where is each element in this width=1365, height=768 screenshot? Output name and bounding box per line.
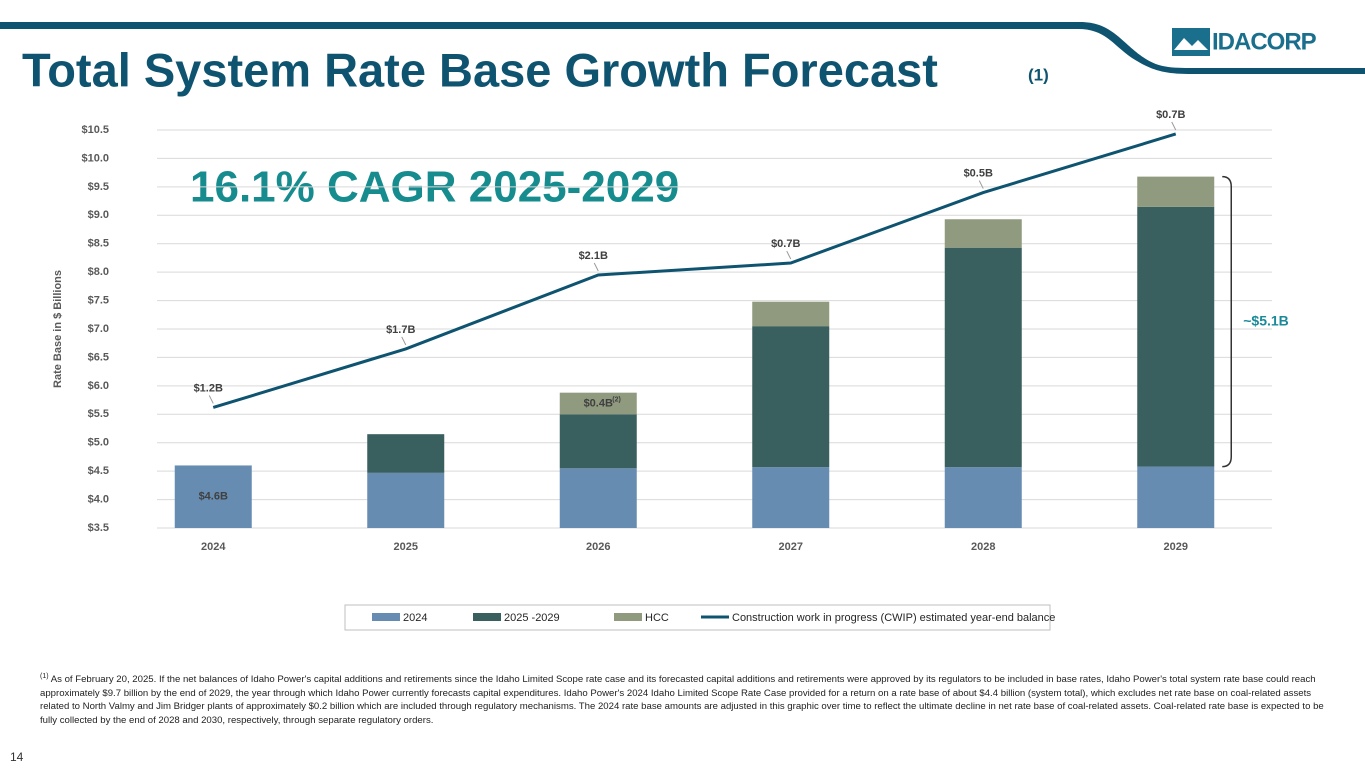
x-tick-label: 2028 xyxy=(971,541,995,553)
footnote-marker: (1) xyxy=(40,673,49,680)
y-tick-label: $5.0 xyxy=(88,437,109,449)
bar-segment xyxy=(1137,206,1215,467)
logo-text: IDACORP xyxy=(1212,28,1317,55)
y-tick-label: $10.5 xyxy=(81,124,109,136)
y-tick-label: $9.5 xyxy=(88,181,109,193)
bar-segment xyxy=(367,472,445,528)
line-point-label: $0.5B xyxy=(964,167,993,179)
y-tick-label: $4.0 xyxy=(88,493,109,505)
bar-segment xyxy=(559,468,637,528)
bracket xyxy=(1222,175,1232,468)
y-tick-label: $6.5 xyxy=(88,351,109,363)
line-point-label: $0.7B xyxy=(771,238,800,250)
line-point-label: $1.2B xyxy=(194,382,223,394)
bar-segment xyxy=(174,465,252,528)
bar-segment xyxy=(1137,466,1215,528)
bar-segment xyxy=(752,301,830,327)
y-tick-label: $5.5 xyxy=(88,408,109,420)
x-tick-label: 2029 xyxy=(1164,541,1188,553)
x-tick-label: 2024 xyxy=(201,541,226,553)
title-note: (1) xyxy=(1028,65,1049,84)
bar-segment xyxy=(944,467,1022,528)
label-leader xyxy=(1171,121,1177,131)
bar-segment xyxy=(752,326,830,468)
line-point-label: $2.1B xyxy=(579,250,608,262)
y-tick-label: $4.5 xyxy=(88,465,109,477)
x-tick-label: 2026 xyxy=(586,541,610,553)
page-number: 14 xyxy=(10,750,24,764)
label-leader xyxy=(208,395,214,404)
legend-label: HCC xyxy=(645,612,669,624)
bracket-label: ~$5.1B xyxy=(1243,312,1289,328)
bar-value-note: (2) xyxy=(612,396,621,403)
y-tick-label: $8.0 xyxy=(88,266,109,278)
footnote: (1) As of February 20, 2025. If the net … xyxy=(40,670,1330,728)
title: Total System Rate Base Growth Forecast xyxy=(22,43,938,96)
legend-label: Construction work in progress (CWIP) est… xyxy=(732,612,1055,624)
y-tick-label: $10.0 xyxy=(81,152,109,164)
bar-segment xyxy=(559,414,637,469)
x-tick-label: 2025 xyxy=(394,541,418,553)
x-tick-label: 2027 xyxy=(779,541,803,553)
legend-label: 2025 -2029 xyxy=(504,612,560,624)
legend-swatch xyxy=(614,613,642,621)
y-tick-label: $9.0 xyxy=(88,209,109,221)
bar-segment xyxy=(367,434,445,473)
line-series xyxy=(212,132,1177,409)
y-axis-title: Rate Base in $ Billions xyxy=(52,270,64,388)
label-leader xyxy=(978,180,984,189)
label-leader xyxy=(401,336,407,346)
bar-segment xyxy=(1137,176,1215,207)
legend-swatch xyxy=(473,613,501,621)
bar-segment xyxy=(559,392,637,415)
bar-segment xyxy=(752,467,830,528)
bar-value-label: $0.4B xyxy=(584,397,613,409)
label-leader xyxy=(786,250,792,260)
bar-value-label: $4.6B xyxy=(199,491,228,503)
footnote-text: As of February 20, 2025. If the net bala… xyxy=(40,674,1324,726)
legend-box xyxy=(344,604,1051,631)
bar-segment xyxy=(944,219,1022,248)
y-tick-label: $6.0 xyxy=(88,380,109,392)
line-point-label: $0.7B xyxy=(1156,109,1185,121)
y-tick-label: $8.5 xyxy=(88,238,109,250)
logo-mountains xyxy=(1174,38,1208,50)
y-tick-label: $7.0 xyxy=(88,323,109,335)
header-band xyxy=(0,22,1365,74)
legend-swatch xyxy=(372,613,400,621)
line-point-label: $1.7B xyxy=(386,324,415,336)
y-tick-label: $7.5 xyxy=(88,294,109,306)
logo-icon xyxy=(1172,28,1210,56)
label-leader xyxy=(593,262,599,272)
bar-segment xyxy=(944,247,1022,468)
legend-label: 2024 xyxy=(403,612,427,624)
y-tick-label: $3.5 xyxy=(88,522,109,534)
